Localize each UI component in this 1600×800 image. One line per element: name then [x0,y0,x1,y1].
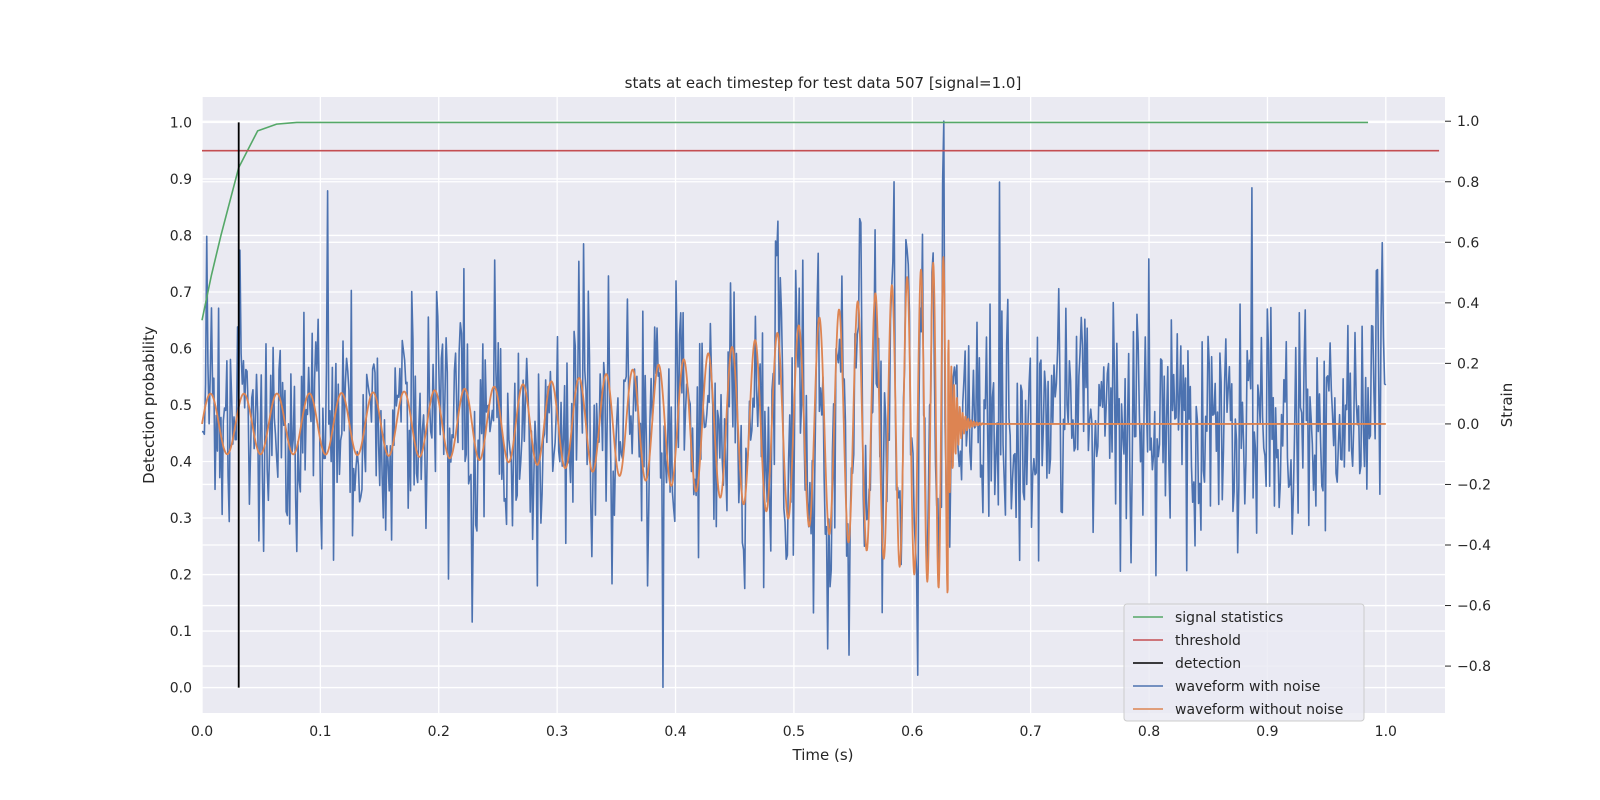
x-tick-label: 0.3 [546,724,568,740]
x-tick-label: 0.0 [191,724,213,740]
x-axis-ticks: 0.0 0.1 0.2 0.3 0.4 0.5 0.6 0.7 0.8 0.9 1.0 [191,724,1397,740]
legend-label-signal-statistics: signal statistics [1175,610,1283,626]
y2-tick-label: −0.4 [1457,538,1491,554]
y2-tick-label: 0.8 [1457,175,1479,191]
y-tick-label: 0.0 [170,681,192,697]
x-tick-label: 0.6 [901,724,923,740]
y2-tick-label: 0.6 [1457,235,1479,251]
legend-label-waveform-without-noise: waveform without noise [1175,702,1343,718]
y-tick-label: 0.3 [170,511,192,527]
y-tick-label: 0.1 [170,624,192,640]
y2-tick-label: −0.6 [1457,599,1491,615]
y2-tick-label: 0.4 [1457,296,1479,312]
y-axis-right-ticks: −0.8 −0.6 −0.4 −0.2 0.0 0.2 0.4 0.6 0.8 1.0 [1445,114,1491,675]
legend-label-waveform-with-noise: waveform with noise [1175,679,1320,695]
y-tick-label: 1.0 [170,115,192,131]
legend-box [1123,603,1365,722]
y2-tick-label: 1.0 [1457,114,1479,130]
y-axis-left-ticks: 0.0 0.1 0.2 0.3 0.4 0.5 0.6 0.7 0.8 0.9 1.0 [170,115,192,696]
x-tick-label: 0.7 [1020,724,1042,740]
y-tick-label: 0.9 [170,172,192,188]
x-tick-label: 0.4 [664,724,686,740]
y-tick-label: 0.2 [170,568,192,584]
y2-tick-label: −0.2 [1457,477,1491,493]
y2-tick-label: 0.2 [1457,356,1479,372]
chart-title: stats at each timestep for test data 507… [625,74,1022,92]
x-tick-label: 0.2 [428,724,450,740]
y2-tick-label: −0.8 [1457,659,1491,675]
y-axis-label: Detection probability [140,326,158,484]
x-tick-label: 1.0 [1375,724,1397,740]
legend-label-threshold: threshold [1175,633,1241,649]
x-tick-label: 0.8 [1138,724,1160,740]
series-signal-statistics [201,121,1369,321]
x-tick-label: 0.9 [1256,724,1278,740]
legend: signal statistics threshold detection wa… [1123,603,1365,722]
x-axis-label: Time (s) [792,746,854,764]
legend-label-detection: detection [1175,656,1241,672]
x-tick-label: 0.5 [783,724,805,740]
y2-tick-label: 0.0 [1457,417,1479,433]
x-tick-label: 0.1 [309,724,331,740]
y-tick-label: 0.4 [170,455,192,471]
series-waveform-without-noise [201,256,1387,594]
y-tick-label: 0.8 [170,228,192,244]
y2-axis-label: Strain [1498,383,1516,427]
y-tick-label: 0.7 [170,285,192,301]
series-layer [201,120,1440,689]
series-waveform-with-noise [201,120,1387,689]
y-tick-label: 0.6 [170,341,192,357]
y-tick-label: 0.5 [170,398,192,414]
